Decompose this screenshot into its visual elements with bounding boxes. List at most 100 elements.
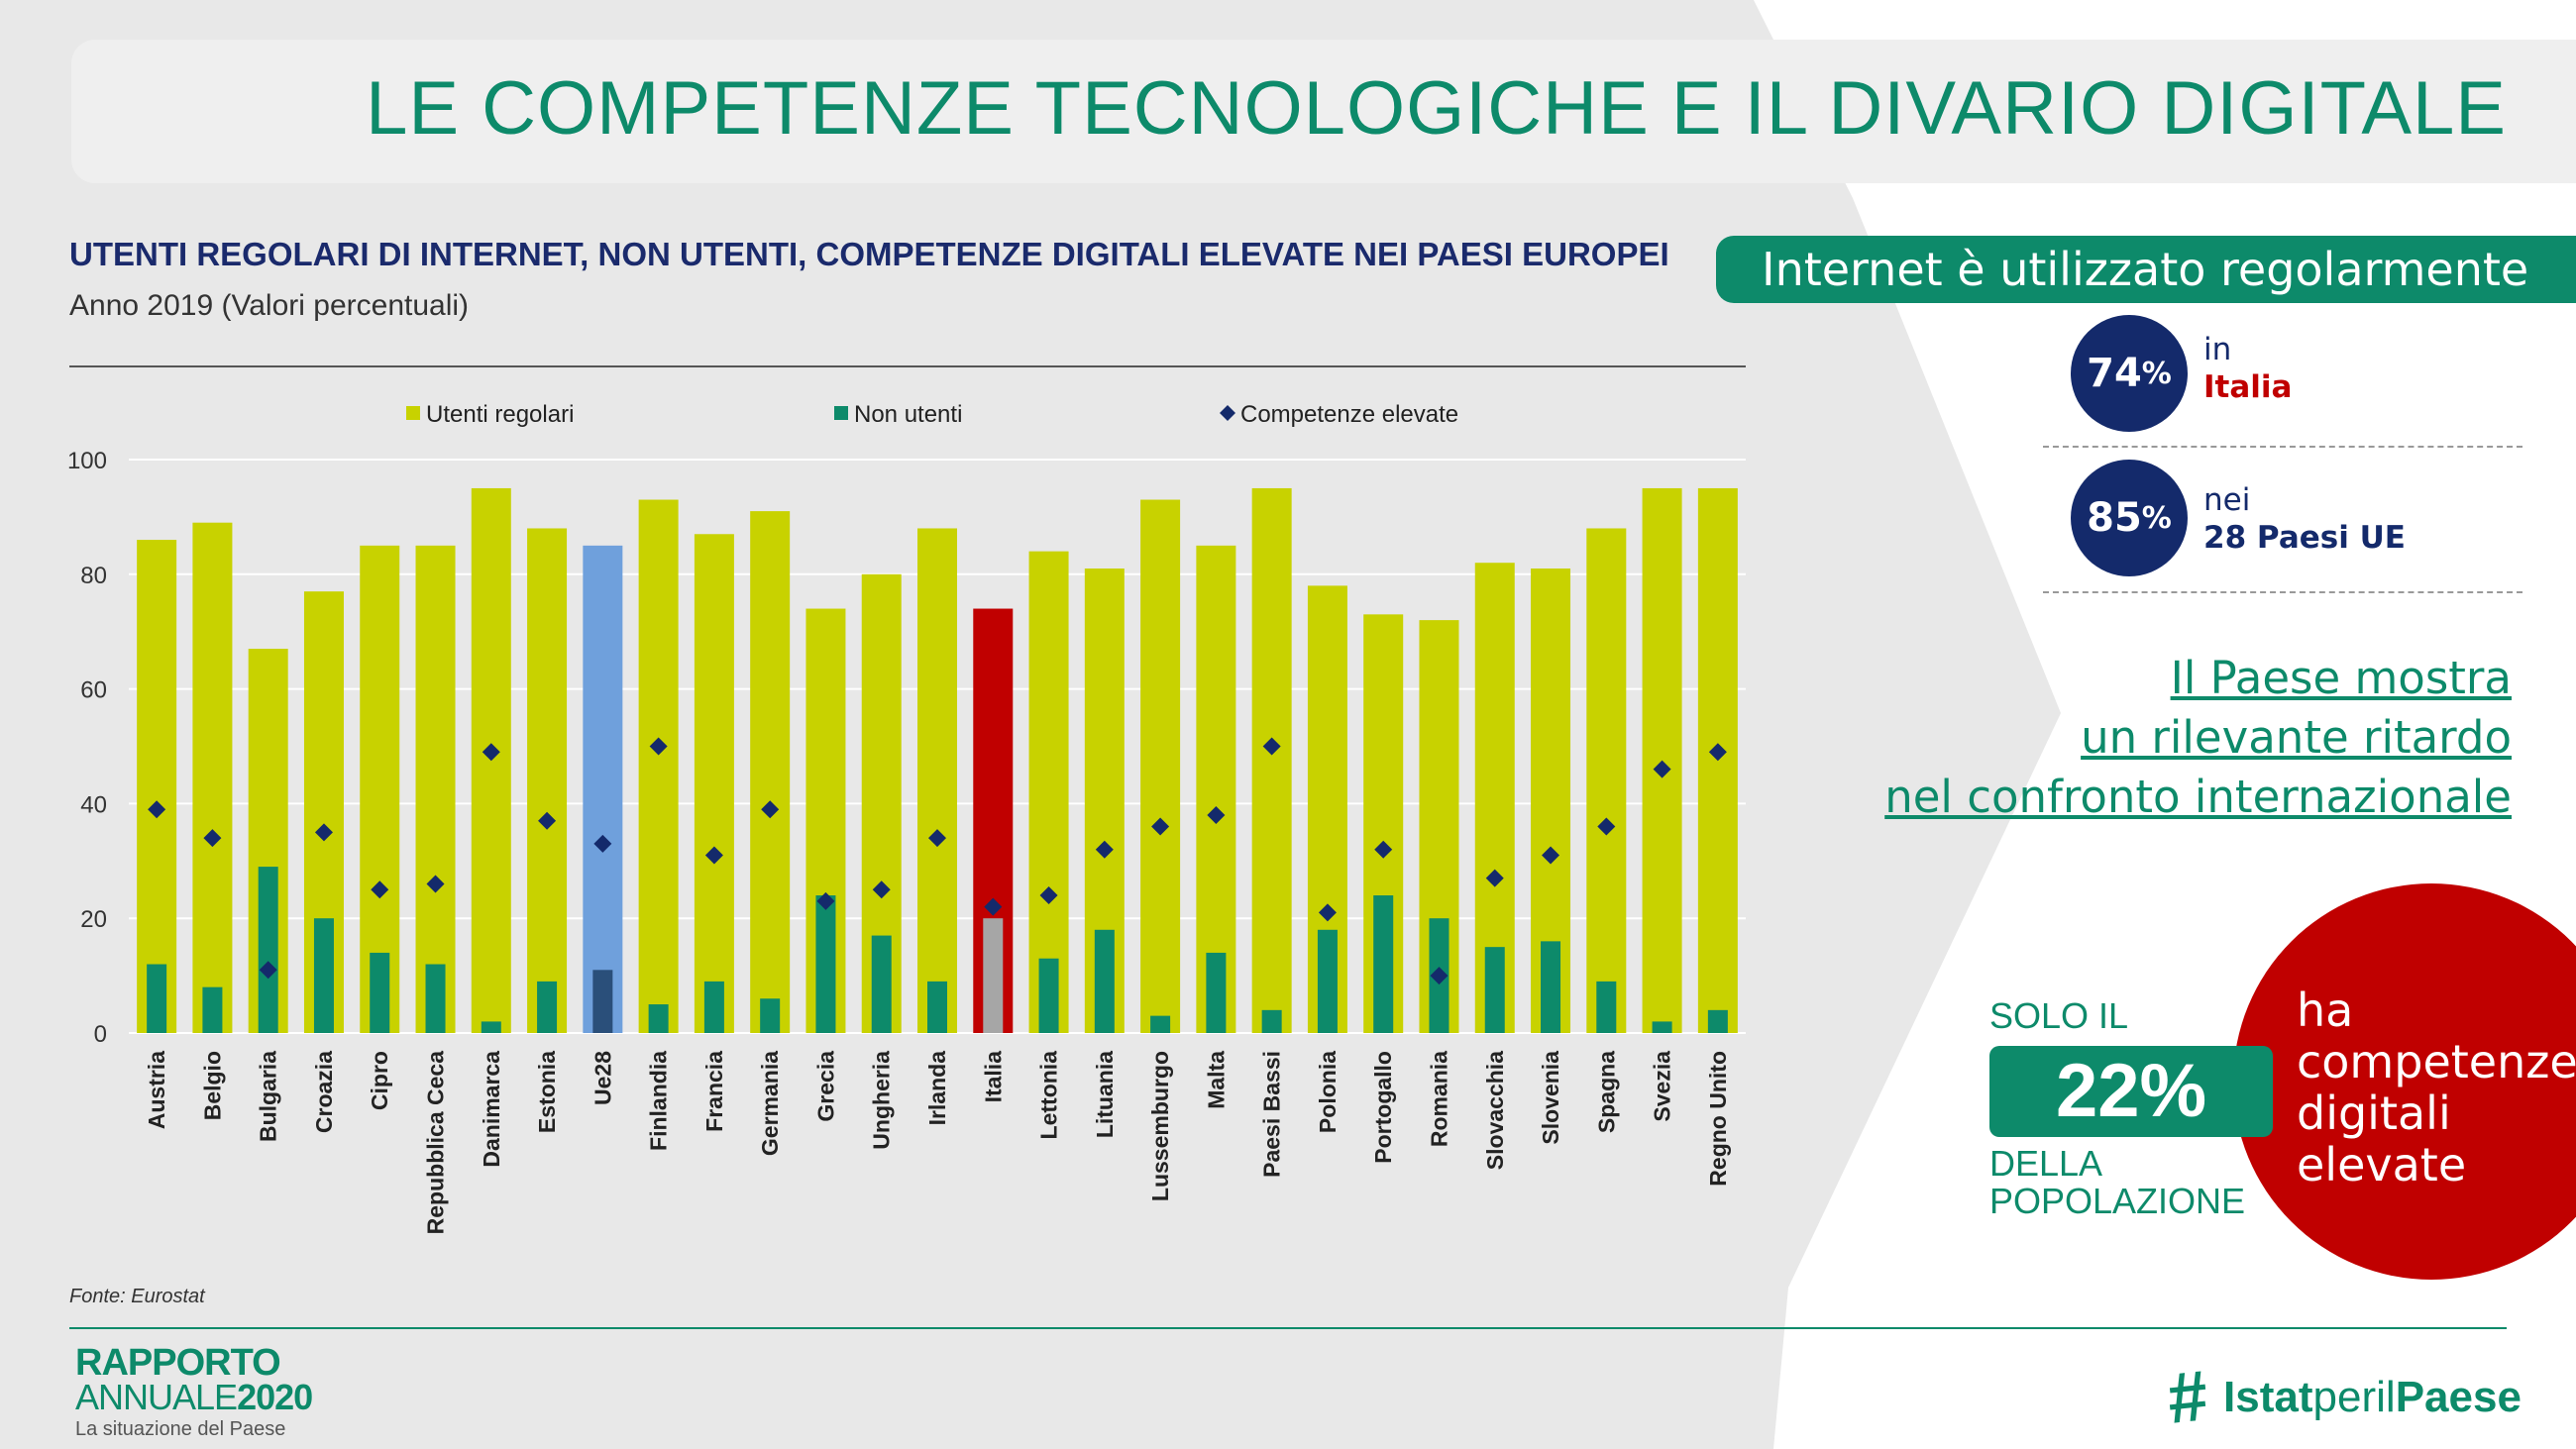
marker-competenze-elevate [538,811,557,830]
x-tick-label: Francia [701,1051,727,1132]
marker-competenze-elevate [1374,840,1393,859]
marker-competenze-elevate [761,800,780,819]
bar-non-utenti [1707,1009,1728,1033]
bar-non-utenti [1652,1021,1672,1033]
chart-subtitle: Anno 2019 (Valori percentuali) [69,289,470,322]
x-tick-label: Repubblica Ceca [423,1051,449,1235]
bar-non-utenti [1541,941,1561,1033]
legend-swatch [1220,405,1235,421]
bar-utenti-regolari [1586,528,1627,1033]
marker-competenze-elevate [1318,903,1337,922]
marker-competenze-elevate [314,823,333,842]
marker-competenze-elevate [816,891,835,910]
bar-non-utenti [1261,1009,1282,1033]
bar-non-utenti [1038,958,1059,1033]
y-tick-label: 20 [80,906,107,933]
annuale-logo: ANNUALE2020 [75,1377,313,1418]
stat-italia-prefix: in [2203,332,2232,367]
bar-utenti-regolari [527,528,568,1033]
red-circle-text: ha competenze digitali elevate [2297,984,2576,1190]
bar-non-utenti [202,986,223,1033]
divider [2043,446,2522,448]
bar-utenti-regolari [583,545,623,1033]
x-tick-label: Belgio [199,1051,225,1120]
marker-competenze-elevate [1653,760,1671,778]
bar-utenti-regolari [415,545,456,1033]
bar-non-utenti [370,952,390,1033]
bar-non-utenti [815,895,836,1033]
footer-divider [69,1327,2507,1329]
key-message-line: Il Paese mostra [2170,652,2512,704]
marker-competenze-elevate [704,846,723,865]
pct-22-box: 22% [1989,1046,2273,1137]
stat-eu-region: 28 Paesi UE [2203,520,2406,556]
bar-non-utenti [313,918,334,1033]
della-line: DELLA [1989,1143,2103,1184]
istat-text: Istat [2223,1373,2313,1421]
marker-competenze-elevate [426,875,445,893]
x-tick-label: Spagna [1593,1051,1619,1133]
page-title: LE COMPETENZE TECNOLOGICHE E IL DIVARIO … [366,66,2507,151]
stat-eu-prefix: nei [2203,482,2251,518]
bar-non-utenti [983,918,1004,1033]
y-tick-label: 100 [67,448,107,474]
bar-utenti-regolari [1196,545,1236,1033]
bar-utenti-regolari [137,540,177,1033]
bar-utenti-regolari [192,522,233,1033]
annuale-year: 2020 [237,1377,313,1417]
situazione-text: La situazione del Paese [75,1418,286,1440]
stat-italia-percent-sign: % [2141,356,2172,391]
marker-competenze-elevate [1708,743,1727,762]
x-tick-label: Lussemburgo [1147,1051,1173,1201]
marker-competenze-elevate [593,834,612,853]
legend-swatch [406,406,420,420]
stat-italia-label: in Italia [2203,331,2292,406]
bar-utenti-regolari [638,499,679,1033]
x-tick-label: Germania [757,1051,783,1156]
paese-text: Paese [2395,1373,2522,1421]
bar-non-utenti [1317,929,1338,1033]
marker-competenze-elevate [1597,817,1616,836]
bar-non-utenti [927,981,947,1033]
red-circle [2233,883,2576,1280]
x-tick-label: Ue28 [590,1051,615,1105]
marker-competenze-elevate [872,880,891,899]
marker-competenze-elevate [203,829,222,848]
bar-non-utenti [258,867,278,1033]
y-tick-label: 80 [80,563,107,589]
marker-competenze-elevate [1207,805,1226,824]
internet-banner: Internet è utilizzato regolarmente [1716,236,2576,303]
x-tick-label: Romania [1426,1051,1451,1147]
annuale-text: ANNUALE [75,1377,238,1417]
x-tick-label: Danimarca [479,1051,504,1168]
stat-italia-circle: 74% [2071,315,2188,432]
bar-non-utenti [1596,981,1617,1033]
x-tick-label: Paesi Bassi [1259,1051,1285,1178]
marker-competenze-elevate [1542,846,1560,865]
bar-non-utenti [1206,952,1227,1033]
bar-non-utenti [1150,1015,1171,1033]
title-bar [71,40,2576,183]
bar-non-utenti [1484,947,1505,1033]
chart-title: UTENTI REGOLARI DI INTERNET, NON UTENTI,… [69,236,1669,272]
x-tick-label: Finlandia [646,1051,672,1151]
x-tick-label: Lituania [1092,1051,1118,1138]
bar-non-utenti [592,970,613,1033]
legend-label: Utenti regolari [426,401,574,428]
y-tick-label: 0 [94,1021,107,1048]
marker-competenze-elevate [148,800,166,819]
x-tick-label: Svezia [1650,1051,1675,1122]
marker-competenze-elevate [482,743,500,762]
red-text-line: competenze [2297,1035,2576,1088]
stat-eu-value: 85 [2087,495,2142,541]
x-tick-label: Regno Unito [1705,1051,1731,1187]
red-text-line: elevate [2297,1138,2467,1191]
stat-eu-label: nei 28 Paesi UE [2203,481,2406,557]
key-message: Il Paese mostra un rilevante ritardo nel… [1884,649,2512,827]
stat-eu-percent-sign: % [2141,500,2172,536]
marker-competenze-elevate [259,961,277,980]
istat-hashtag-logo: # IstatperilPaese [2164,1356,2522,1439]
della-line: POPOLAZIONE [1989,1181,2246,1221]
rapporto-logo: RAPPORTO [75,1342,281,1384]
solo-label: SOLO IL [1989,995,2129,1036]
